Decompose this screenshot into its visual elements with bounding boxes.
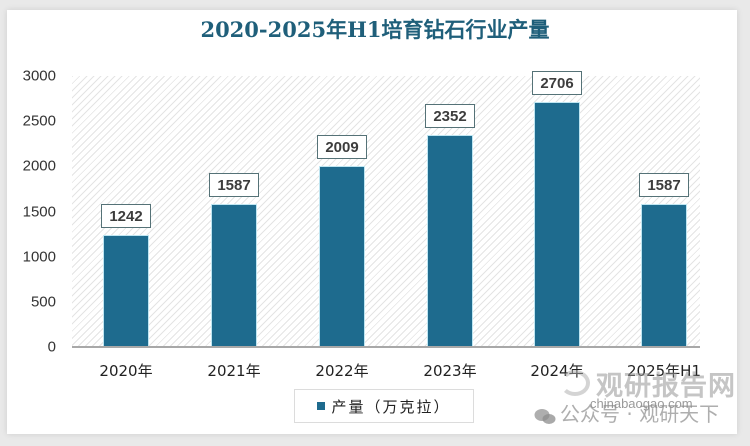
watermark-wechat-text: 公众号 · 观研天下 bbox=[560, 402, 720, 426]
watermark-logo-text: 观研报告网 bbox=[596, 371, 736, 402]
x-tick-2023: 2023年 bbox=[423, 362, 477, 380]
chart-title: 2020-2025年H1培育钻石行业产量 bbox=[200, 17, 550, 42]
wechat-icon bbox=[534, 409, 556, 424]
y-tick-3000: 3000 bbox=[22, 67, 56, 85]
data-label-2022: 2009 bbox=[317, 135, 367, 159]
data-label-2023: 2352 bbox=[425, 104, 475, 128]
bar-2024 bbox=[534, 102, 580, 347]
watermark-swirl-icon bbox=[560, 370, 590, 396]
y-tick-1000: 1000 bbox=[22, 248, 56, 266]
y-tick-0: 0 bbox=[47, 338, 56, 356]
data-label-2025h1: 1587 bbox=[639, 173, 689, 197]
plot-area bbox=[72, 76, 700, 347]
y-tick-2500: 2500 bbox=[22, 112, 56, 130]
x-tick-2021: 2021年 bbox=[207, 362, 261, 380]
legend-label: 产量（万克拉） bbox=[331, 397, 451, 416]
watermark-site: chinabaogao.com bbox=[590, 396, 693, 411]
bar-2022 bbox=[319, 166, 365, 347]
bar-2021 bbox=[211, 204, 257, 347]
bar-2023 bbox=[427, 135, 473, 347]
x-tick-2025h1: 2025年H1 bbox=[627, 362, 701, 380]
x-tick-2022: 2022年 bbox=[315, 362, 369, 380]
y-tick-500: 500 bbox=[30, 293, 56, 311]
x-tick-2020: 2020年 bbox=[99, 362, 153, 380]
data-label-2024: 2706 bbox=[532, 71, 582, 95]
legend: 产量（万克拉） bbox=[294, 389, 474, 423]
x-tick-2024: 2024年 bbox=[530, 362, 584, 380]
x-axis-line bbox=[72, 346, 700, 348]
y-tick-1500: 1500 bbox=[22, 203, 56, 221]
y-tick-2000: 2000 bbox=[22, 157, 56, 175]
bar-2020 bbox=[103, 235, 149, 347]
data-label-2020: 1242 bbox=[101, 204, 151, 228]
bar-2025h1 bbox=[641, 204, 687, 347]
legend-swatch-icon bbox=[317, 402, 326, 410]
data-label-2021: 1587 bbox=[209, 173, 259, 197]
